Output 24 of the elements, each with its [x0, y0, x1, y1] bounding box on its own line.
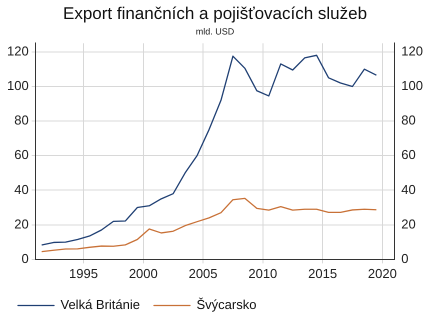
y-tick-label: 80: [14, 112, 29, 128]
y-tick-label: 100: [6, 78, 29, 94]
x-tick-label: 2015: [308, 266, 338, 281]
y-tick-label: 60: [14, 147, 29, 162]
x-tick-label: 1995: [69, 266, 98, 281]
y-tick-label: 20: [14, 216, 29, 232]
y2-tick-label: 40: [401, 182, 416, 197]
x-tick-label: 2010: [248, 266, 278, 281]
y-tick-label: 40: [14, 182, 29, 197]
x-tick-label: 2020: [368, 266, 397, 281]
y2-tick-label: 120: [401, 43, 424, 58]
y2-tick-label: 20: [401, 216, 416, 232]
legend-label: Švýcarsko: [196, 297, 256, 312]
y2-tick-label: 80: [401, 112, 416, 128]
y2-tick-label: 60: [401, 147, 416, 162]
y-tick-label: 0: [21, 250, 29, 266]
legend-label: Velká Británie: [60, 297, 140, 312]
x-tick-label: 2000: [128, 266, 158, 281]
chart-title: Export finančních a pojišťovacích služeb: [62, 4, 368, 23]
y-tick-label: 120: [6, 43, 29, 58]
y2-tick-label: 100: [401, 78, 424, 94]
x-tick-label: 2005: [188, 266, 218, 281]
chart-subtitle: mld. USD: [196, 26, 235, 36]
y2-tick-label: 0: [401, 250, 409, 266]
